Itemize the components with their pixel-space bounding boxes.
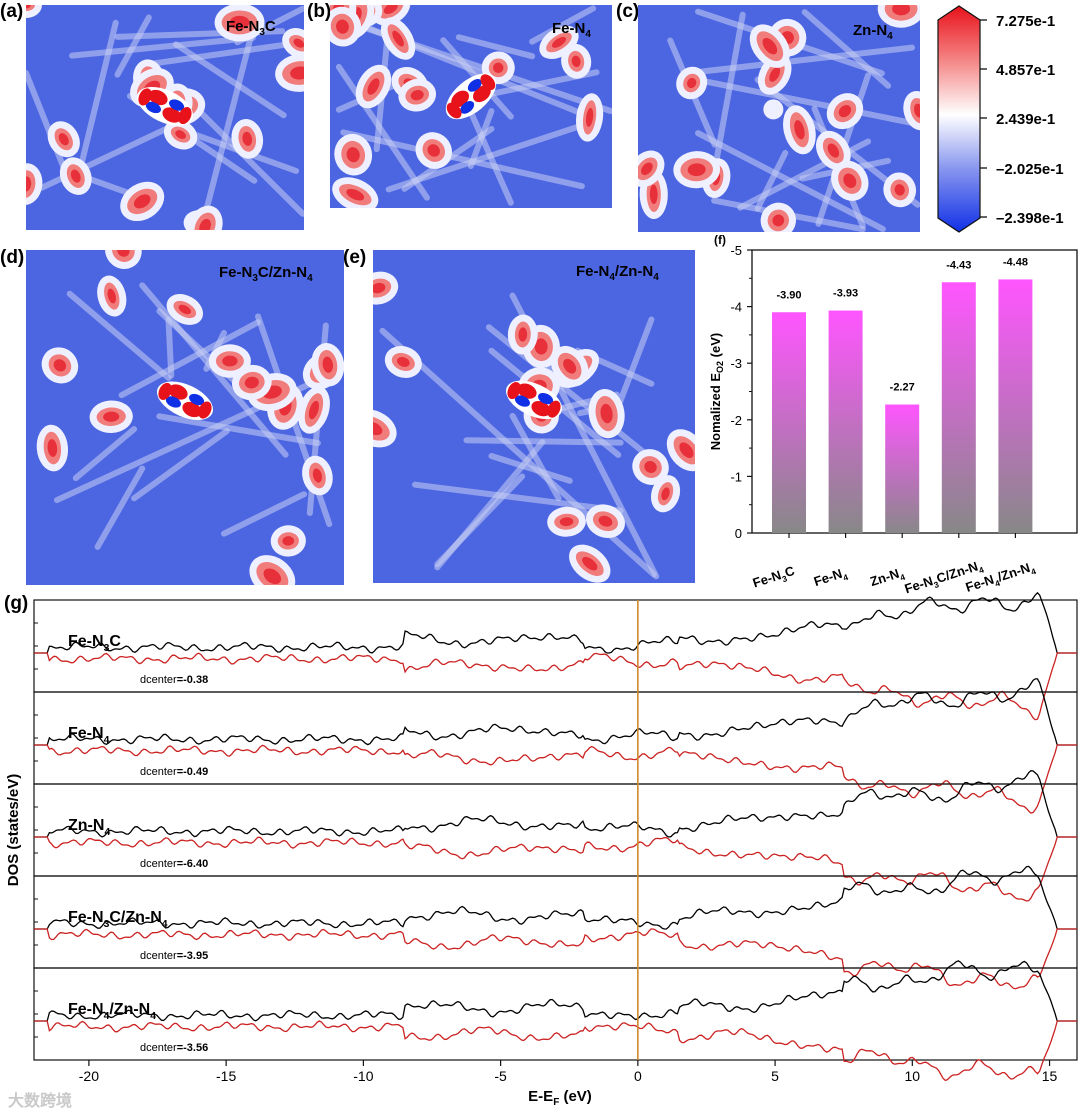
charge-map-b: [330, 5, 612, 208]
watermark: 大数跨境: [8, 1093, 73, 1110]
dos-dcenter-label: dcenter=-3.56: [140, 1042, 208, 1054]
dos-spin-up-line: [34, 960, 1077, 1022]
map-title-a: Fe-N3C: [226, 18, 276, 38]
charge-map-a: [26, 5, 304, 230]
bar-ytick-label: -4: [730, 300, 742, 315]
dos-spin-down-line: [34, 1020, 1077, 1082]
dos-xtick-label: 0: [634, 1068, 642, 1084]
bar-value-label: -3.90: [776, 289, 801, 301]
colorbar-tick-label: 2.439e-1: [996, 111, 1055, 128]
bar-category-label: Fe-N4​: [812, 564, 850, 591]
map-title-c: Zn-N4: [853, 22, 893, 42]
bar-value-label: -4.43: [946, 259, 971, 271]
bar-value-label: -4.48: [1003, 256, 1028, 268]
panel-label-g: (g): [4, 593, 29, 614]
dos-dcenter-label: dcenter=-0.49: [140, 766, 208, 778]
bar-ylabel: Nomalized EO2 (eV): [708, 333, 725, 450]
panel-label-a: (a): [0, 1, 24, 22]
bar: [998, 279, 1033, 533]
dos-subplot-title: Fe-N4​: [68, 725, 110, 746]
panel-label-e: (e): [343, 247, 367, 268]
charge-map-e: [373, 250, 695, 583]
bar-category-label: Zn-N4​: [868, 564, 906, 592]
dos-spin-down-line: [34, 836, 1077, 902]
dos-xtick-label: -15: [216, 1068, 236, 1084]
dos-xtick-label: -10: [353, 1068, 373, 1084]
dos-spin-up-line: [34, 678, 1077, 746]
charge-map-c: [638, 5, 920, 232]
dos-xtick-label: -20: [79, 1068, 99, 1084]
bar-category-label: Fe-N3​C: [751, 563, 798, 593]
dos-subplot-title: Fe-N3​C/Zn-N4​: [68, 909, 168, 930]
bar-ytick-label: -1: [730, 469, 742, 484]
bar-category-label: Fe-N4​/Zn-N4​: [964, 558, 1038, 596]
bar-ytick-label: -5: [730, 243, 742, 258]
dos-xtick-label: -5: [494, 1068, 507, 1084]
dos-xlabel: E-EF (eV): [528, 1088, 592, 1108]
colorbar-tick-label: –2.398e-1: [996, 210, 1064, 227]
bar-ytick-label: -2: [730, 413, 742, 428]
bar-ytick-label: 0: [735, 526, 742, 541]
bar: [772, 312, 806, 533]
bar: [828, 310, 863, 533]
dos-subplot: Fe-N4​/Zn-N4​ dcenter=-3.56: [33, 960, 1078, 1082]
colorbar-tick-label: 4.857e-1: [996, 62, 1055, 79]
dos-spin-down-line: [34, 928, 1077, 990]
dos-spin-up-line: [34, 591, 1077, 654]
dos-spin-down-line: [34, 652, 1077, 721]
colorbar-tick-label: –2.025e-1: [996, 161, 1064, 178]
dos-dcenter-label: dcenter=-3.95: [140, 950, 208, 962]
panel-label-d: (d): [0, 247, 25, 268]
panel-label-b: (b): [307, 1, 332, 22]
bar-chart-f: -5 -4 -3 -2 -1 0 Nomalized EO2 (eV) -3.90 Fe-N3​…: [708, 243, 1078, 596]
dos-subplot-title: Zn-N4​: [68, 817, 110, 838]
colorbar-bar: [937, 5, 981, 233]
dos-spin-up-line: [34, 770, 1077, 838]
dos-subplot-title: Fe-N3​C: [68, 633, 121, 654]
bar-ytick-label: -3: [730, 356, 742, 371]
dos-subplot: Fe-N3​C dcenter=-0.38: [33, 591, 1078, 721]
dos-xtick-label: 5: [771, 1068, 779, 1084]
map-title-e: Fe-N4/Zn-N4: [576, 263, 659, 283]
bar: [941, 282, 976, 533]
colorbar-tick-label: 7.275e-1: [996, 13, 1055, 30]
panel-label-f: (f): [714, 233, 726, 247]
dos-subplot-title: Fe-N4​/Zn-N4​: [68, 1001, 156, 1022]
dos-dcenter-label: dcenter=-6.40: [140, 858, 208, 870]
bar-value-label: -3.93: [833, 288, 858, 300]
dos-spin-down-line: [34, 744, 1077, 814]
charge-map-d: [26, 250, 344, 585]
map-title-d: Fe-N3C/Zn-N4: [219, 264, 313, 284]
panel-label-c: (c): [616, 1, 640, 22]
map-title-b: Fe-N4: [552, 20, 591, 40]
dos-ylabel: DOS (states/eV): [5, 774, 22, 887]
dos-spin-up-line: [34, 865, 1077, 930]
bar: [885, 404, 920, 533]
dos-xtick-label: 10: [905, 1068, 921, 1084]
dos-subplot: Fe-N4​ dcenter=-0.49: [33, 678, 1078, 814]
dos-subplot: Fe-N3​C/Zn-N4​ dcenter=-3.95: [33, 865, 1078, 990]
dos-dcenter-label: dcenter=-0.38: [140, 674, 208, 686]
dos-chart-g: Fe-N3​C dcenter=-0.38 Fe-N4​ dcenter=-0.49 Z…: [5, 591, 1078, 1108]
bar-value-label: -2.27: [890, 382, 915, 394]
colorbar: 7.275e-1 4.857e-1 2.439e-1 –2.025e-1 –2.398e…: [937, 5, 1064, 233]
dos-xtick-label: 15: [1042, 1068, 1058, 1084]
